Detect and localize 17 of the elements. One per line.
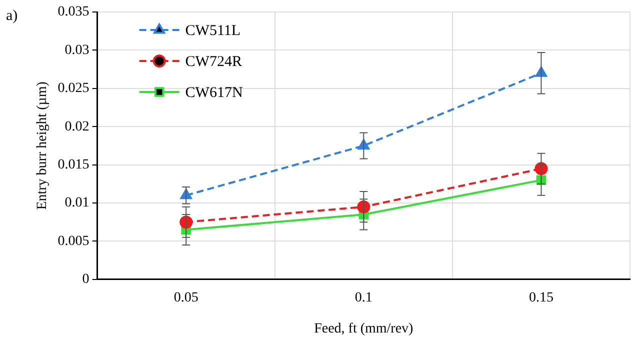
y-axis-title: Entry burr height (µm) [35, 81, 50, 210]
legend-label: CW724R [185, 54, 242, 70]
y-tick-label: 0.03 [64, 42, 90, 58]
y-tick-label: 0.035 [58, 4, 90, 20]
y-tick-label: 0.01 [64, 196, 90, 211]
y-tick-label: 0.005 [58, 234, 90, 249]
x-tick-label: 0.1 [354, 290, 372, 306]
legend-label: CW617N [185, 84, 243, 101]
y-tick-label: 0 [82, 272, 90, 288]
text: a) [6, 8, 18, 25]
legend-label: CW511L [185, 22, 241, 39]
y-tick-label: 0.025 [58, 81, 90, 96]
x-tick-label: 0.15 [528, 290, 554, 306]
y-tick-label: 0.015 [58, 157, 90, 172]
y-tick-label: 0.02 [64, 119, 90, 134]
x-axis-title: Feed, ft (mm/rev) [314, 321, 414, 336]
x-tick-label: 0.05 [174, 290, 198, 306]
